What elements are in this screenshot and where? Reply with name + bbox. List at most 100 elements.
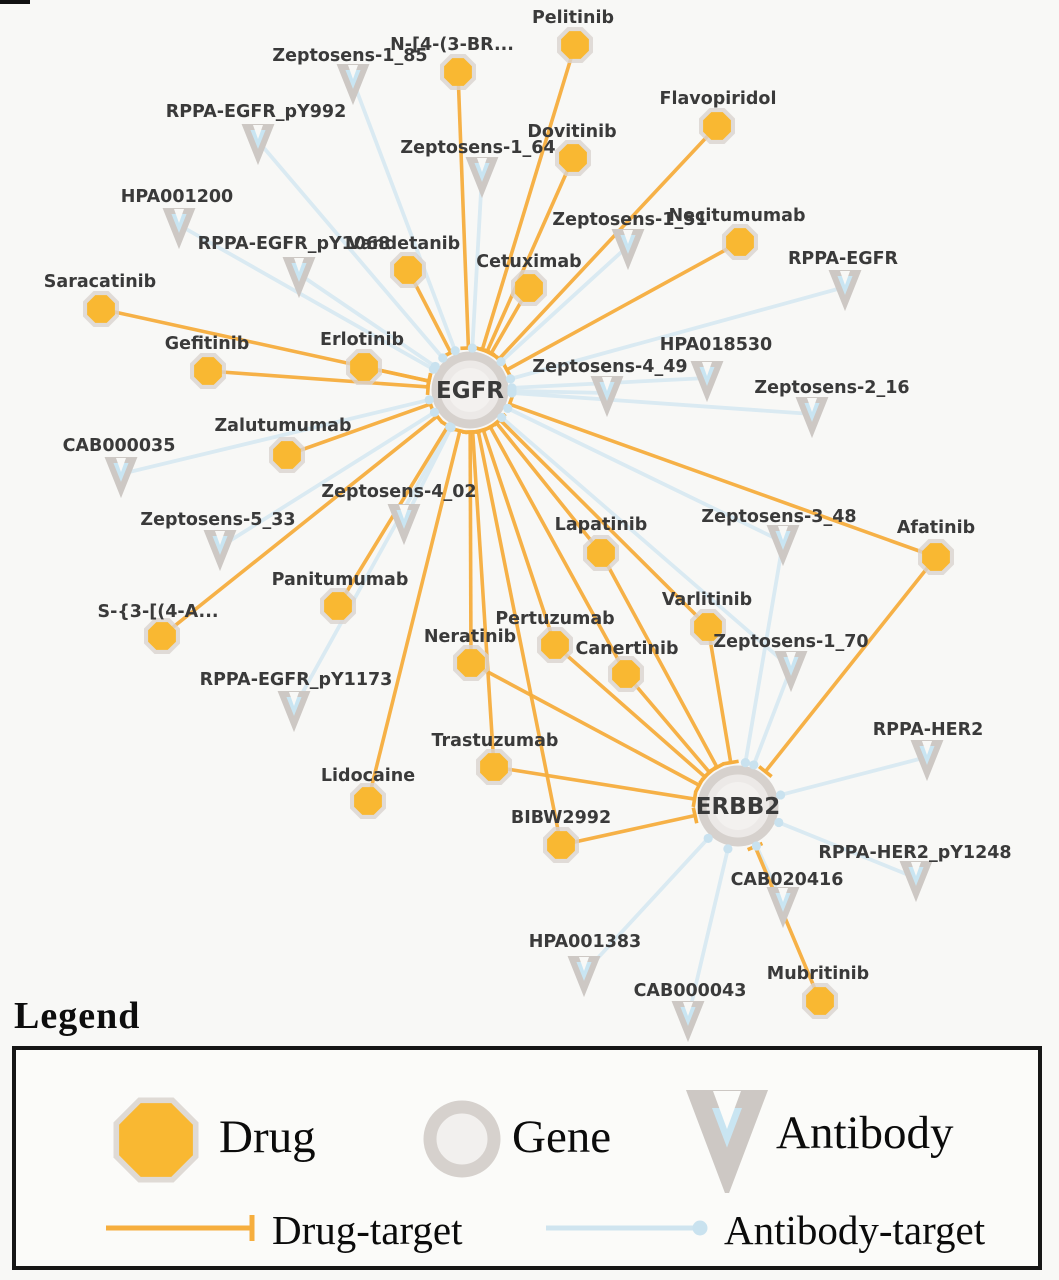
antibody-label-z151: Zeptosens-1_51 [552,210,707,230]
drug-antibody-nodes [83,27,954,1043]
antibody-node-z449[interactable] [590,376,624,418]
antibody-target-dot [467,343,477,353]
drug-label-cetuximab: Cetuximab [476,252,581,272]
drug-node-flavopiridol[interactable] [699,108,735,144]
drug-node-afatinib[interactable] [918,539,954,575]
drug-node-vandetanib[interactable] [390,252,426,288]
drug-node-s3a[interactable] [144,618,180,654]
edge-antibody-target [780,755,928,797]
antibody-label-cab000035: CAB000035 [63,436,176,456]
antibody-label-rppa_egfr: RPPA-EGFR [788,249,899,269]
drug-label-zalutumumab: Zalutumumab [214,416,351,436]
antibody-node-rppa_her2[interactable] [910,740,944,782]
drug-label-pertuzumab: Pertuzumab [495,609,614,629]
edge-antibody-target [256,139,445,360]
gene-nodes [431,351,779,847]
antibody-node-py992[interactable] [241,124,275,166]
drug-node-dovitinib[interactable] [555,140,591,176]
drug-node-zalutumumab[interactable] [269,437,305,473]
legend-antibody-target-icon [546,1220,708,1236]
drug-node-trastuzumab[interactable] [476,749,512,785]
antibody-node-z170[interactable] [774,651,808,693]
edge-drug-target [493,765,695,801]
antibody-node-z348[interactable] [766,525,800,567]
antibody-target-dot [429,407,440,417]
legend-box: Drug Gene Antibody Drug-target Antibody-… [12,1046,1042,1270]
edge-antibody-target [509,285,846,381]
drug-node-bibw2992[interactable] [543,827,579,863]
drug-label-dovitinib: Dovitinib [527,122,616,142]
antibody-label-z216: Zeptosens-2_16 [754,378,909,398]
edge-drug-target [456,71,471,349]
edge-antibody-target [292,425,452,709]
antibody-target-dot [503,403,513,413]
antibody-label-hpa001200: HPA001200 [121,187,233,207]
antibody-target-dot [774,817,784,828]
drug-node-lidocaine[interactable] [350,783,386,819]
drug-label-afatinib: Afatinib [897,518,975,538]
drug-label-saracatinib: Saracatinib [44,272,156,292]
drug-node-varlitinib[interactable] [690,609,726,645]
antibody-node-hpa001383[interactable] [567,956,601,998]
antibody-target-dot [723,844,733,854]
drug-label-lidocaine: Lidocaine [321,766,415,786]
legend-drug-target-icon [106,1215,255,1241]
drug-node-nbr[interactable] [440,54,476,90]
antibody-target-dot [703,833,713,843]
antibody-node-z533[interactable] [203,530,237,572]
drug-node-pertuzumab[interactable] [537,627,573,663]
edge-drug-target [485,157,575,353]
drug-label-neratinib: Neratinib [424,627,516,647]
antibody-node-cab000035[interactable] [104,457,138,499]
antibody-node-z216[interactable] [795,397,829,439]
edge-drug-target [753,845,822,1002]
antibody-label-z402: Zeptosens-4_02 [321,482,476,502]
drug-target-tee [425,372,433,390]
antibody-node-z402[interactable] [387,504,421,546]
drug-node-erlotinib[interactable] [346,349,382,385]
edge-drug-target [763,555,938,773]
drug-node-cetuximab[interactable] [511,270,547,306]
antibody-label-hpa018530: HPA018530 [660,335,772,355]
drug-node-mubritinib[interactable] [802,983,838,1019]
gene-node-ERBB2[interactable] [697,765,779,847]
drug-node-saracatinib[interactable] [83,291,119,327]
drug-node-neratinib[interactable] [453,645,489,681]
drug-node-lapatinib[interactable] [583,535,619,571]
antibody-node-cab020416[interactable] [766,887,800,929]
gene-node-EGFR[interactable] [431,351,509,429]
antibody-node-z151[interactable] [611,229,645,271]
drug-label-pelitinib: Pelitinib [532,8,614,28]
antibody-node-hpa001200[interactable] [162,208,196,250]
edge-antibody-target [351,80,457,352]
drug-label-erlotinib: Erlotinib [320,330,404,350]
antibody-label-py992: RPPA-EGFR_pY992 [166,102,347,122]
drug-target-tee [691,790,698,808]
edge-drug-target [498,418,710,629]
drug-node-panitumumab[interactable] [320,588,356,624]
antibody-target-dot [507,388,517,398]
drug-node-canertinib[interactable] [608,656,644,692]
antibody-node-z164[interactable] [465,157,499,199]
antibody-node-hpa018530[interactable] [690,361,724,403]
antibody-target-dot [496,357,506,367]
antibody-node-z185[interactable] [336,64,370,106]
antibody-node-py1068[interactable] [282,257,316,299]
antibody-node-cab000043[interactable] [671,1001,705,1043]
drug-node-pelitinib[interactable] [557,27,593,63]
drug-label-vandetanib: Vandetanib [348,234,460,254]
antibody-target-dot [740,758,750,768]
gene-label-EGFR: EGFR [436,378,504,404]
antibody-node-rppa_egfr[interactable] [828,270,862,312]
antibody-target-dot [775,790,786,800]
drug-node-gefitinib[interactable] [190,353,226,389]
antibody-label-z449: Zeptosens-4_49 [532,357,687,377]
drug-node-necitumumab[interactable] [722,224,758,260]
antibody-target-dot [751,841,761,851]
legend-antibody-label: Antibody [776,1107,954,1159]
antibody-node-py1173[interactable] [277,691,311,733]
legend-title: Legend [14,995,141,1037]
edge-antibody-target [178,223,435,371]
antibody-target-dot [505,374,516,384]
antibody-node-py1248[interactable] [899,861,933,903]
